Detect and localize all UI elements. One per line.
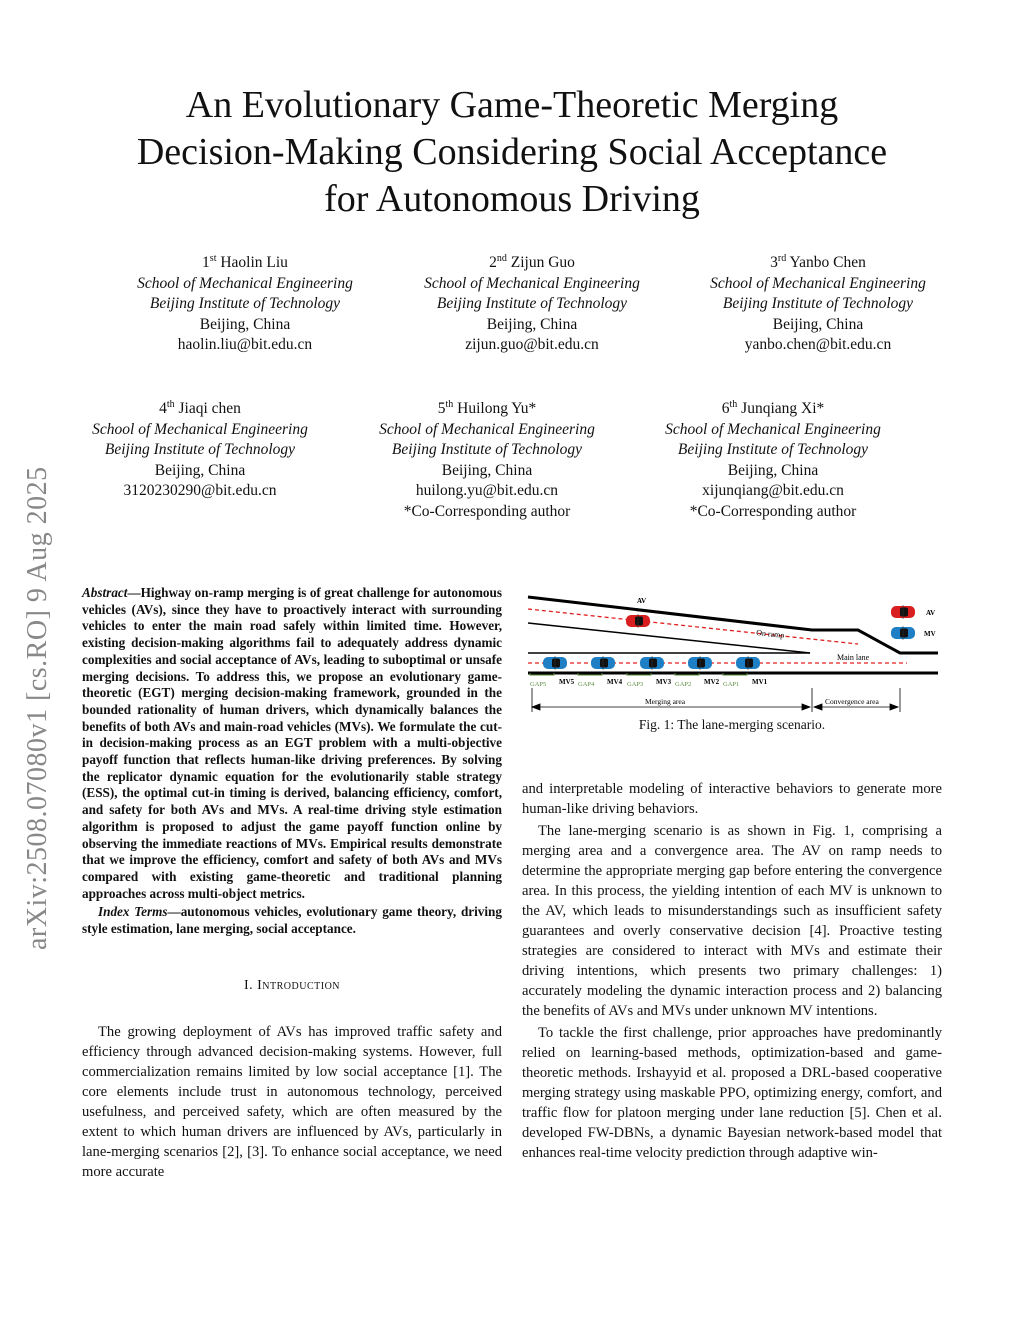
mv-label: MV2 [704, 678, 720, 686]
body-paragraph: To tackle the first challenge, prior app… [522, 1025, 942, 1161]
title-line: An Evolutionary Game-Theoretic Merging [185, 84, 839, 126]
author-name: 5th Huilong Yu* [437, 399, 537, 418]
author-institution: Beijing Institute of Technology [722, 295, 914, 313]
author-name: 6th Junqiang Xi* [721, 399, 825, 418]
title-line: Decision-Making Considering Social Accep… [136, 131, 888, 173]
abstract-text: —Highway on-ramp merging is of great cha… [82, 585, 502, 901]
lane-merging-figure: AV On ramp Main lane AV MV MV5 GAP5 MV4 GAP… [527, 595, 938, 712]
author-city: Beijing, China [727, 461, 819, 479]
convergence-area-label: Convergence area [825, 697, 879, 706]
gap-label: GAP5 [530, 681, 546, 688]
author-email[interactable]: xijunqiang@bit.edu.cn [702, 482, 844, 500]
mv-car [640, 656, 664, 670]
body-paragraph: and interpretable modeling of interactiv… [522, 781, 942, 817]
author-department: School of Mechanical Engineering [92, 420, 308, 438]
gap-label: GAP3 [627, 681, 643, 688]
author-department: School of Mechanical Engineering [379, 420, 595, 438]
author-institution: Beijing Institute of Technology [391, 441, 583, 459]
author-note: *Co-Corresponding author [689, 502, 857, 520]
author-block: 5th Huilong Yu* School of Mechanical Eng… [342, 395, 632, 522]
mv-car [736, 656, 760, 670]
author-name: 4th Jiaqi chen [159, 399, 241, 418]
gap-label: GAP2 [675, 681, 691, 688]
author-city: Beijing, China [154, 461, 246, 479]
author-block: 6th Junqiang Xi* School of Mechanical En… [628, 395, 918, 522]
title-line: for Autonomous Driving [324, 178, 700, 220]
index-terms-label: Index Terms [98, 904, 168, 920]
legend-mv-label: MV [924, 630, 936, 638]
author-institution: Beijing Institute of Technology [104, 441, 296, 459]
author-note: *Co-Corresponding author [403, 502, 571, 520]
author-email[interactable]: zijun.guo@bit.edu.cn [465, 336, 599, 354]
gap-label: GAP1 [723, 681, 739, 688]
author-institution: Beijing Institute of Technology [436, 295, 628, 313]
av-car [626, 614, 650, 628]
right-column: and interpretable modeling of interactiv… [522, 779, 942, 1163]
author-email[interactable]: huilong.yu@bit.edu.cn [415, 482, 559, 500]
author-email[interactable]: 3120230290@bit.edu.cn [123, 482, 277, 500]
road-lines [527, 595, 938, 675]
mv-label: MV3 [656, 678, 672, 686]
body-paragraph: The lane-merging scenario is as shown in… [522, 823, 942, 1019]
author-block: 2nd Zijun Guo School of Mechanical Engin… [387, 249, 677, 356]
gap-bracket [674, 673, 700, 676]
gap-bracket [626, 673, 652, 676]
author-name: 3rd Yanbo Chen [770, 253, 866, 272]
author-department: School of Mechanical Engineering [424, 274, 640, 292]
author-city: Beijing, China [441, 461, 533, 479]
main-lane-label: Main lane [837, 653, 870, 662]
author-city: Beijing, China [486, 315, 578, 333]
mv-car [543, 656, 567, 670]
author-name: 2nd Zijun Guo [489, 253, 575, 272]
body-paragraph: The growing deployment of AVs has improv… [82, 1023, 502, 1180]
author-department: School of Mechanical Engineering [137, 274, 353, 292]
author-email[interactable]: haolin.liu@bit.edu.cn [177, 336, 313, 354]
author-email[interactable]: yanbo.chen@bit.edu.cn [744, 336, 892, 354]
legend-av-car [891, 605, 915, 619]
author-city: Beijing, China [199, 315, 291, 333]
author-name: 1st Haolin Liu [202, 253, 288, 272]
mv-label: MV4 [607, 678, 623, 686]
legend-mv-car [891, 626, 915, 640]
author-department: School of Mechanical Engineering [710, 274, 926, 292]
section-heading: I. Introduction [243, 977, 341, 993]
mv-car [591, 656, 615, 670]
author-department: School of Mechanical Engineering [665, 420, 881, 438]
gap-bracket [529, 673, 555, 676]
av-label: AV [637, 597, 646, 605]
author-block: 1st Haolin Liu School of Mechanical Engi… [100, 249, 390, 356]
gap-bracket [577, 673, 603, 676]
gap-bracket [722, 673, 748, 676]
author-institution: Beijing Institute of Technology [149, 295, 341, 313]
mv-label: MV5 [559, 678, 575, 686]
author-institution: Beijing Institute of Technology [677, 441, 869, 459]
abstract: Abstract—Highway on-ramp merging is of g… [82, 585, 502, 1182]
index-terms-text: —autonomous vehicles, evolutionary game … [82, 904, 502, 937]
legend-av-label: AV [926, 609, 935, 617]
merging-area-label: Merging area [645, 697, 686, 706]
author-city: Beijing, China [772, 315, 864, 333]
author-block: 4th Jiaqi chen School of Mechanical Engi… [55, 395, 345, 502]
area-arrows [530, 688, 901, 712]
mv-label: MV1 [752, 678, 768, 686]
gap-label: GAP4 [578, 681, 595, 688]
arxiv-identifier[interactable]: arXiv:2508.07080v1 [cs.RO] 9 Aug 2025 [22, 466, 53, 950]
mv-car [688, 656, 712, 670]
author-block: 3rd Yanbo Chen School of Mechanical Engi… [673, 249, 963, 356]
on-ramp-label: On ramp [756, 628, 785, 640]
paper-title: An Evolutionary Game-Theoretic Merging D… [60, 82, 964, 223]
abstract-label: Abstract [82, 585, 128, 600]
figure-caption: Fig. 1: The lane-merging scenario. [638, 717, 826, 732]
